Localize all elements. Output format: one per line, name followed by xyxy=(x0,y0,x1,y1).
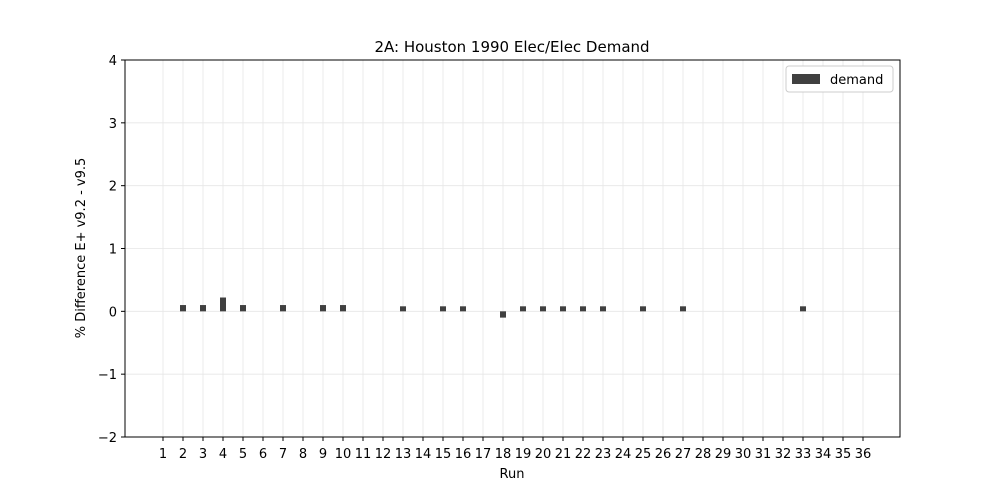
x-axis-label: Run xyxy=(500,467,525,482)
bar xyxy=(220,297,226,312)
x-tick-label: 8 xyxy=(299,447,307,462)
bar xyxy=(540,306,546,312)
x-tick-label: 33 xyxy=(795,447,812,462)
x-tick-label: 18 xyxy=(495,447,512,462)
x-tick-label: 3 xyxy=(199,447,207,462)
chart-title: 2A: Houston 1990 Elec/Elec Demand xyxy=(374,38,649,56)
x-tick-label: 2 xyxy=(179,447,187,462)
legend: demand xyxy=(785,65,894,93)
x-axis: 1 2 3 4 5 6 7 8 9 10 11 12 13 14 15 16 17 18 19 20 21 22 23 24 2… xyxy=(159,437,871,462)
x-tick-label: 22 xyxy=(575,447,592,462)
x-tick-label: 32 xyxy=(775,447,792,462)
x-tick-label: 23 xyxy=(595,447,612,462)
bar xyxy=(340,305,346,312)
x-tick-label: 5 xyxy=(239,447,247,462)
x-tick-label: 34 xyxy=(815,447,832,462)
y-tick-label: 0 xyxy=(109,305,117,320)
bar xyxy=(520,306,526,312)
legend-label: demand xyxy=(830,73,883,88)
x-tick-label: 27 xyxy=(675,447,692,462)
bar xyxy=(280,305,286,312)
bar xyxy=(180,305,186,312)
bar xyxy=(560,306,566,312)
x-tick-label: 36 xyxy=(855,447,872,462)
x-tick-label: 29 xyxy=(715,447,732,462)
x-tick-label: 21 xyxy=(555,447,572,462)
y-tick-label: −1 xyxy=(98,368,117,383)
x-tick-label: 31 xyxy=(755,447,772,462)
y-tick-label: 4 xyxy=(109,54,117,69)
bar xyxy=(320,305,326,312)
y-tick-label: 2 xyxy=(109,180,117,195)
x-tick-label: 30 xyxy=(735,447,752,462)
y-axis-label: % Difference E+ v9.2 - v9.5 xyxy=(74,158,89,339)
bar xyxy=(200,305,206,312)
x-tick-label: 26 xyxy=(655,447,672,462)
bar xyxy=(680,306,686,312)
x-tick-label: 11 xyxy=(355,447,372,462)
x-tick-label: 4 xyxy=(219,447,227,462)
legend-swatch xyxy=(792,74,820,84)
x-tick-label: 17 xyxy=(475,447,492,462)
x-tick-label: 25 xyxy=(635,447,652,462)
bar xyxy=(500,311,506,318)
y-tick-label: 1 xyxy=(109,243,117,258)
bar xyxy=(600,306,606,312)
x-tick-label: 12 xyxy=(375,447,392,462)
x-tick-label: 20 xyxy=(535,447,552,462)
x-tick-label: 19 xyxy=(515,447,532,462)
x-tick-label: 15 xyxy=(435,447,452,462)
bars xyxy=(180,297,806,318)
x-tick-label: 14 xyxy=(415,447,432,462)
grid xyxy=(125,59,900,438)
x-tick-label: 16 xyxy=(455,447,472,462)
legend-box xyxy=(785,65,894,93)
bar xyxy=(800,306,806,312)
x-tick-label: 13 xyxy=(395,447,412,462)
x-tick-label: 24 xyxy=(615,447,632,462)
bar xyxy=(400,306,406,312)
x-tick-label: 35 xyxy=(835,447,852,462)
bar xyxy=(640,306,646,312)
y-tick-label: −2 xyxy=(98,431,117,446)
x-tick-label: 6 xyxy=(259,447,267,462)
x-tick-label: 10 xyxy=(335,447,352,462)
x-tick-label: 9 xyxy=(319,447,327,462)
bar xyxy=(460,306,466,312)
bar xyxy=(440,306,446,312)
y-tick-label: 3 xyxy=(109,117,117,132)
x-tick-label: 7 xyxy=(279,447,287,462)
x-tick-label: 28 xyxy=(695,447,712,462)
x-tick-label: 1 xyxy=(159,447,167,462)
bar xyxy=(240,305,246,312)
bar xyxy=(580,306,586,312)
y-axis: −2 −1 0 1 2 3 4 xyxy=(98,54,125,446)
